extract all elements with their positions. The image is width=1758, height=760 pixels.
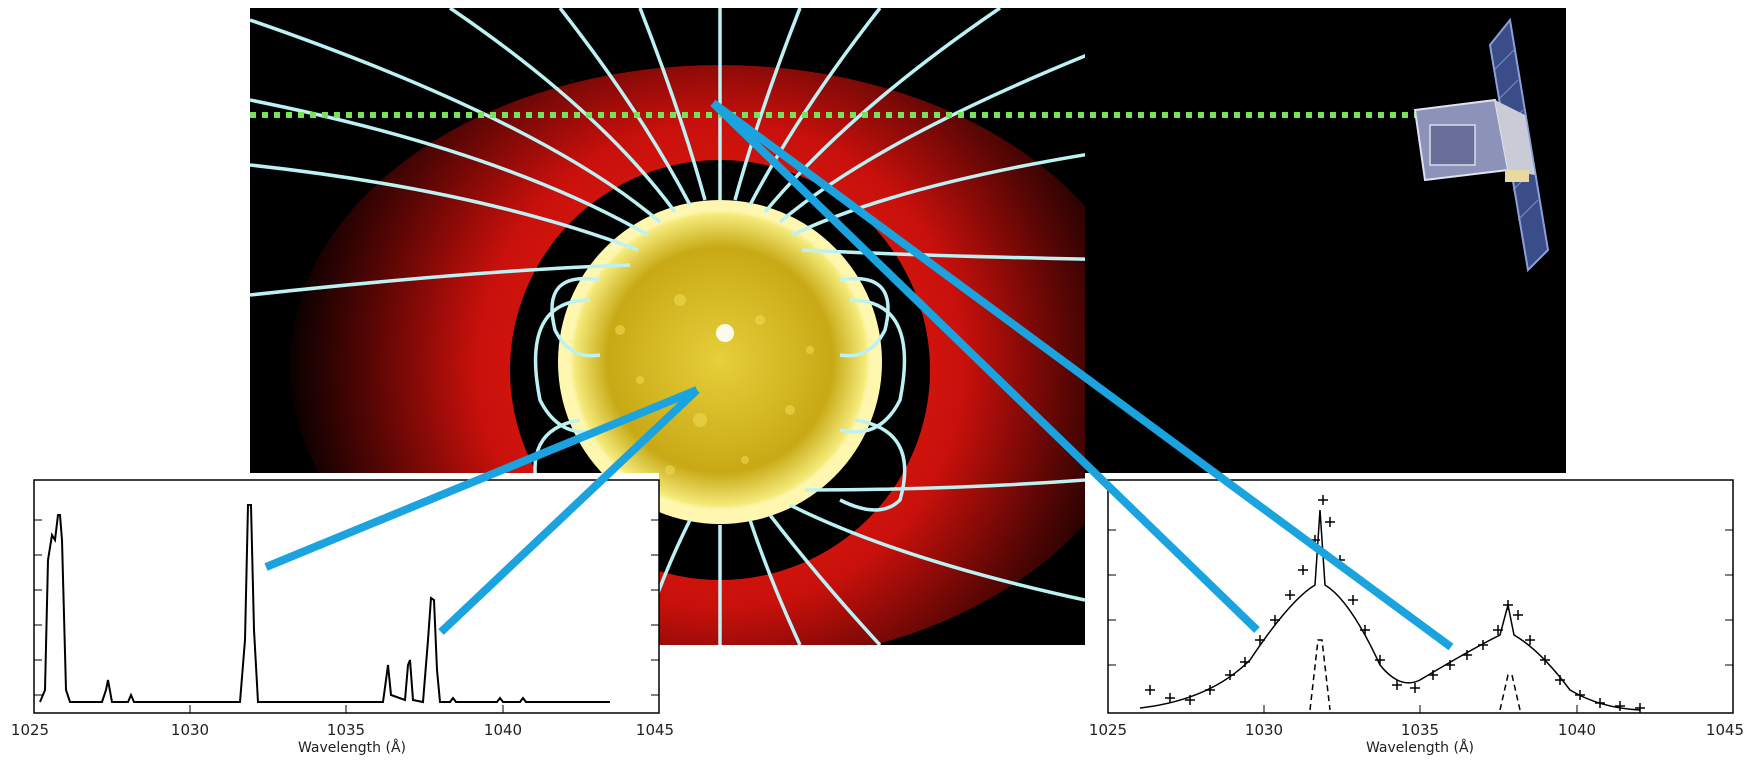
left-xtick-0: 1025 xyxy=(11,721,49,739)
left-plot-frame xyxy=(31,473,659,713)
pointer-corona-to-right-peak-2 xyxy=(710,99,1454,651)
pointer-disk-to-left-peak-1 xyxy=(264,386,699,571)
left-xtick-4: 1045 xyxy=(636,721,674,739)
sun-surface-texture xyxy=(615,294,814,475)
right-component-lines xyxy=(1309,639,1521,711)
left-spectrum-curve xyxy=(39,504,610,704)
right-plot-frame xyxy=(1085,473,1748,713)
magnetic-field-lines xyxy=(250,8,1085,645)
left-xtick-2: 1035 xyxy=(327,721,365,739)
pointer-lines xyxy=(264,99,1454,651)
right-xtick-1: 1030 xyxy=(1245,721,1283,739)
pointer-disk-to-left-peak-2 xyxy=(438,387,700,635)
right-xlabel: Wavelength (Å) xyxy=(1366,739,1474,756)
right-spectrum-plot: 1025 1030 1035 1040 1045 Wavelength (Å) xyxy=(1085,473,1748,756)
right-xtick-4: 1045 xyxy=(1706,721,1744,739)
right-fit-curve xyxy=(1139,509,1641,711)
left-spectrum-plot: 1025 1030 1035 1040 1045 Wavelength (Å) xyxy=(11,473,674,756)
sun-bright-spot xyxy=(716,324,734,342)
right-xtick-2: 1035 xyxy=(1401,721,1439,739)
pointer-corona-to-right-peak-1 xyxy=(710,100,1260,633)
left-xlabel: Wavelength (Å) xyxy=(298,739,406,756)
left-xtick-1: 1030 xyxy=(171,721,209,739)
right-xtick-0: 1025 xyxy=(1089,721,1127,739)
left-xtick-3: 1040 xyxy=(484,721,522,739)
right-data-points xyxy=(1145,495,1645,713)
right-xtick-3: 1040 xyxy=(1558,721,1596,739)
satellite-icon xyxy=(1413,17,1550,273)
